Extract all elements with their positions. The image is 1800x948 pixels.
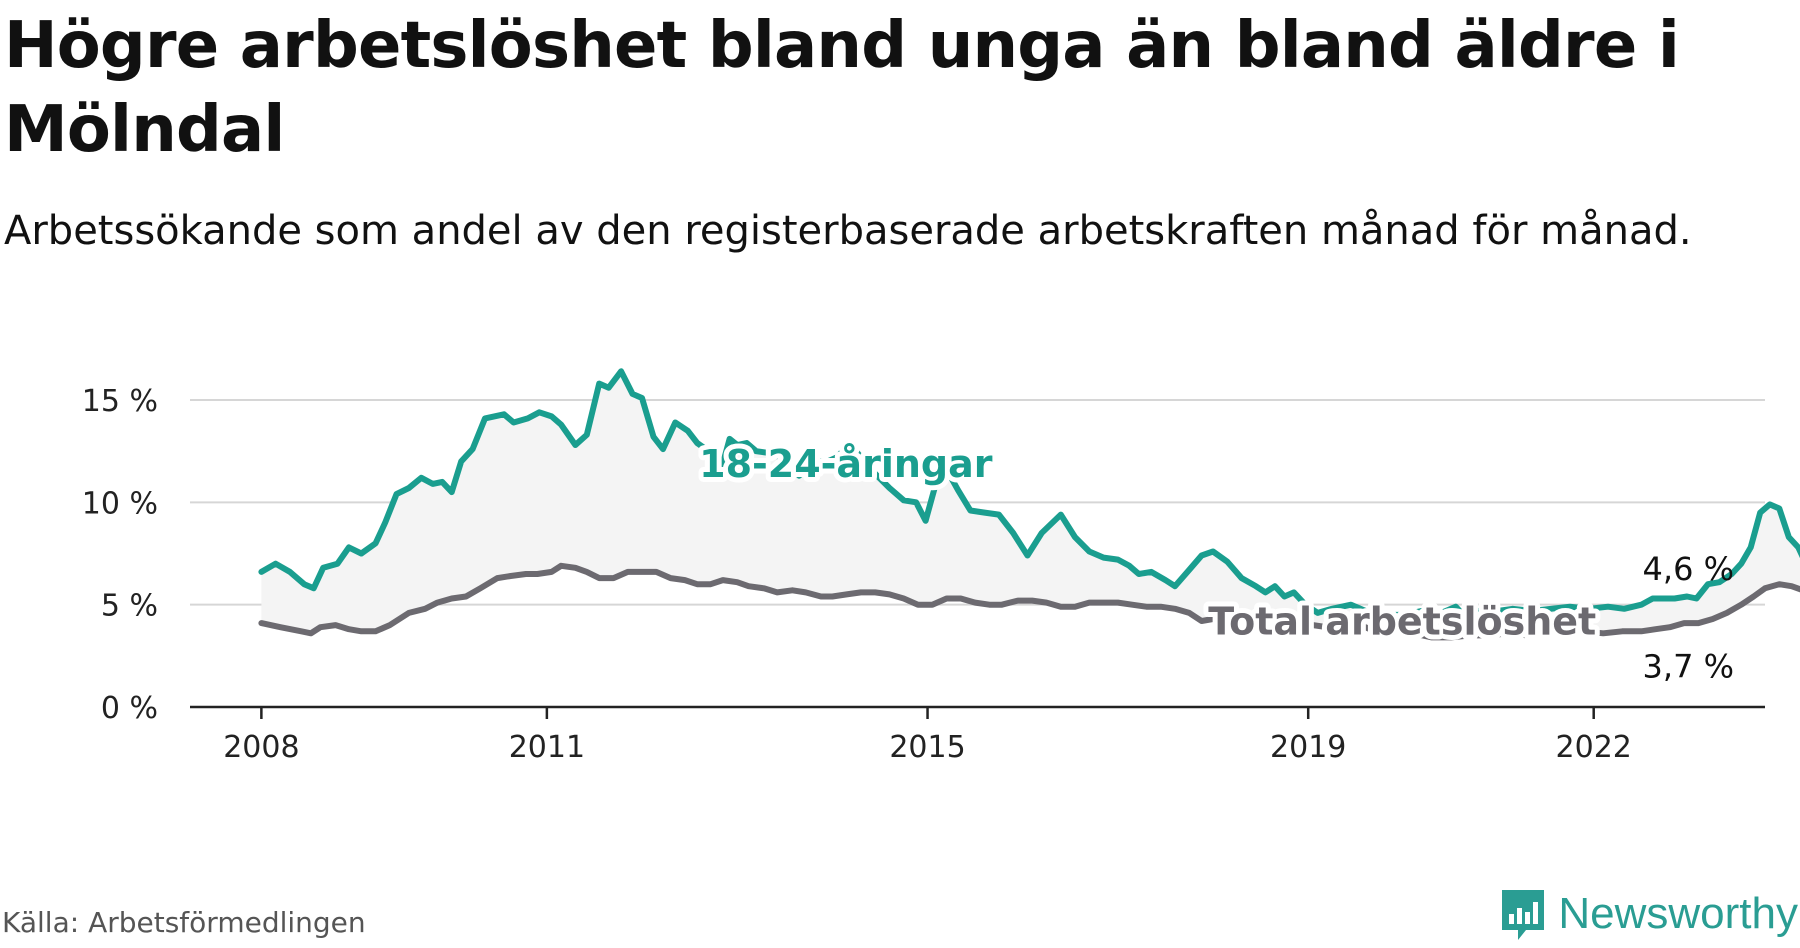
- series-label-total-halo: Total arbetslöshet: [1208, 599, 1596, 643]
- y-tick-label: 5 %: [101, 589, 158, 624]
- newsworthy-logo-icon: [1502, 890, 1545, 940]
- source-note: Källa: Arbetsförmedlingen: [2, 906, 366, 939]
- y-tick-label: 15 %: [82, 384, 158, 419]
- y-tick-label: 0 %: [101, 691, 158, 726]
- brand-name: Newsworthy: [1558, 889, 1798, 938]
- gap-area-fill: [261, 371, 1800, 638]
- y-tick-label: 10 %: [82, 486, 158, 521]
- gap-area: [261, 371, 1800, 638]
- x-tick-label: 2011: [509, 730, 585, 765]
- chart-title: Högre arbetslöshet bland unga än bland ä…: [4, 9, 1680, 167]
- end-value-total: 3,7 %: [1643, 647, 1734, 685]
- series-label-youth: 18-24-åringar: [699, 442, 993, 486]
- x-tick-label: 2022: [1556, 730, 1632, 765]
- x-tick-label: 2019: [1270, 730, 1346, 765]
- chart-subtitle: Arbetssökande som andel av den registerb…: [4, 208, 1692, 254]
- end-value-youth: 4,6 %: [1643, 550, 1734, 588]
- x-tick-label: 2008: [223, 730, 299, 765]
- line-chart: 0 % 5 % 10 % 15 % 2008 2011 2015 2019 2022 18-24…: [82, 368, 1800, 765]
- axes: 0 % 5 % 10 % 15 % 2008 2011 2015 2019 2022: [82, 384, 1765, 765]
- x-tick-label: 2015: [889, 730, 965, 765]
- series-label-youth-halo: 18-24-åringar: [699, 442, 993, 486]
- series-lines: [258, 368, 1800, 641]
- series-line-youth: [258, 368, 1800, 620]
- series-label-total: Total arbetslöshet: [1208, 599, 1596, 643]
- series-line-total: [258, 562, 1800, 641]
- brand-logo[interactable]: Newsworthy: [1498, 884, 1798, 944]
